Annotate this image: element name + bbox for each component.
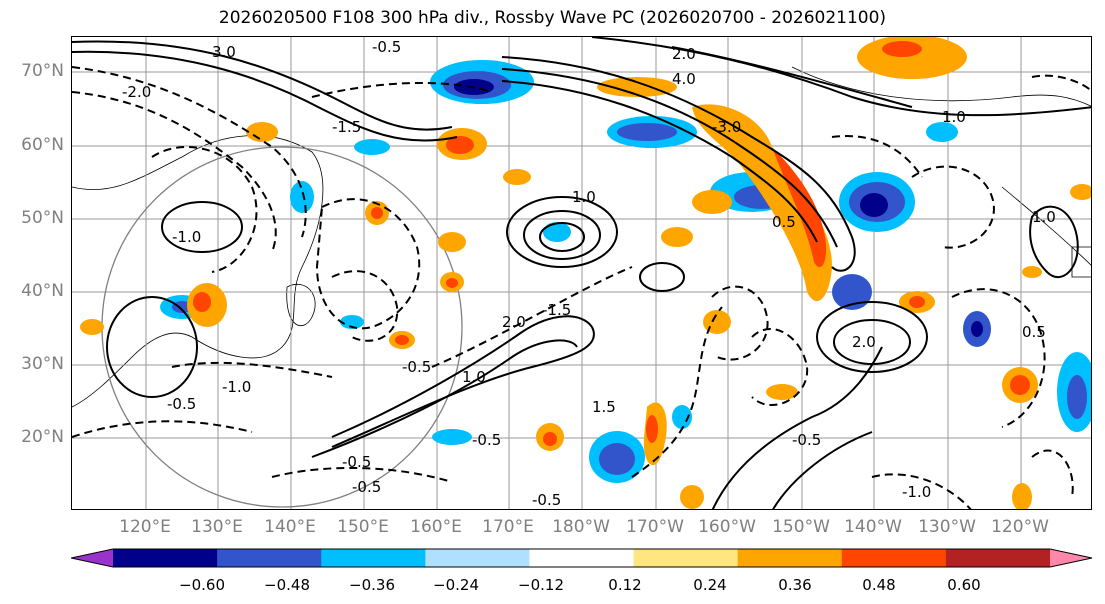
contour-label: 1.5 bbox=[592, 398, 616, 416]
colorbar-segment bbox=[71, 549, 113, 567]
colorbar-tick: 0.12 bbox=[608, 576, 642, 594]
contour-label: 0.5 bbox=[772, 213, 796, 231]
contour-label: -0.5 bbox=[402, 358, 431, 376]
contour-label: 1.0 bbox=[1032, 208, 1056, 226]
lat-label-50n: 50°N bbox=[21, 208, 64, 228]
colorbar-tick: 0.48 bbox=[862, 576, 896, 594]
lon-label-140w: 140°W bbox=[844, 517, 902, 537]
contour-label: 3.0 bbox=[212, 43, 236, 61]
contour-label: 1.0 bbox=[942, 108, 966, 126]
lon-label-120e: 120°E bbox=[119, 517, 171, 537]
contour-label: -0.5 bbox=[352, 478, 381, 496]
colorbar-segment bbox=[321, 549, 426, 567]
contour-label: 0.5 bbox=[1022, 323, 1046, 341]
colorbar bbox=[70, 548, 1095, 572]
lon-label-150w: 150°W bbox=[772, 517, 830, 537]
lon-label-160e: 160°E bbox=[410, 517, 462, 537]
colorbar-segment bbox=[529, 549, 635, 567]
lon-label-170w: 170°W bbox=[626, 517, 684, 537]
colorbar-segment bbox=[1050, 549, 1092, 567]
positive-divergence-blobs bbox=[80, 37, 1091, 509]
contour-label: -3.0 bbox=[712, 118, 741, 136]
contour-label: -1.0 bbox=[902, 483, 931, 501]
lon-label-150e: 150°E bbox=[337, 517, 389, 537]
colorbar-svg bbox=[70, 548, 1093, 568]
contour-label: 1.0 bbox=[462, 368, 486, 386]
colorbar-segment bbox=[425, 549, 530, 567]
colorbar-segment bbox=[633, 549, 739, 567]
lon-label-120w: 120°W bbox=[991, 517, 1049, 537]
contour-label: 4.0 bbox=[672, 70, 696, 88]
contour-label: -1.5 bbox=[542, 301, 571, 319]
lon-label-170e: 170°E bbox=[482, 517, 534, 537]
lat-label-30n: 30°N bbox=[21, 354, 64, 374]
map-canvas: 3.0 2.0 -0.5 -1.0 -2.0 -1.5 -1.0 -0.5 -0… bbox=[72, 37, 1091, 509]
colorbar-tick: −0.12 bbox=[518, 576, 564, 594]
lat-label-40n: 40°N bbox=[21, 281, 64, 301]
contour-label: -0.5 bbox=[532, 491, 561, 509]
lon-label-160w: 160°W bbox=[698, 517, 756, 537]
lon-label-140e: 140°E bbox=[264, 517, 316, 537]
colorbar-tick: 0.36 bbox=[778, 576, 812, 594]
contour-label: -1.0 bbox=[172, 228, 201, 246]
colorbar-segment bbox=[945, 549, 1051, 567]
lat-label-60n: 60°N bbox=[21, 135, 64, 155]
positive-contours bbox=[72, 37, 1091, 509]
contour-label: 1.0 bbox=[572, 188, 596, 206]
colorbar-tick: −0.24 bbox=[433, 576, 479, 594]
colorbar-segment bbox=[737, 549, 843, 567]
lon-label-130w: 130°W bbox=[918, 517, 976, 537]
colorbar-outline bbox=[70, 548, 1093, 568]
contour-labels: 3.0 2.0 -0.5 -1.0 -2.0 -1.5 -1.0 -0.5 -0… bbox=[122, 38, 1056, 509]
map-title: 2026020500 F108 300 hPa div., Rossby Wav… bbox=[218, 8, 887, 28]
contour-label: 2.0 bbox=[502, 313, 526, 331]
colorbar-segment bbox=[113, 549, 218, 567]
colorbar-tick: 0.60 bbox=[947, 576, 981, 594]
contour-label: -0.5 bbox=[342, 453, 371, 471]
colorbar-segment bbox=[841, 549, 947, 567]
negative-contours bbox=[72, 66, 1091, 509]
contour-label: -2.0 bbox=[122, 83, 151, 101]
lon-label-130e: 130°E bbox=[191, 517, 243, 537]
lon-label-180w: 180°W bbox=[552, 517, 610, 537]
lat-label-70n: 70°N bbox=[21, 61, 64, 81]
contour-label: -1.5 bbox=[332, 118, 361, 136]
contour-label: -0.5 bbox=[372, 38, 401, 56]
contour-label: -0.5 bbox=[792, 431, 821, 449]
contour-label: 2.0 bbox=[852, 333, 876, 351]
contour-label: -1.0 bbox=[222, 378, 251, 396]
graticule bbox=[72, 37, 1091, 509]
lat-label-20n: 20°N bbox=[21, 427, 64, 447]
colorbar-tick: −0.48 bbox=[264, 576, 310, 594]
colorbar-tick: −0.36 bbox=[349, 576, 395, 594]
colorbar-tick: 0.24 bbox=[693, 576, 727, 594]
colorbar-segment bbox=[217, 549, 322, 567]
contour-label: -0.5 bbox=[167, 395, 196, 413]
contour-label: -0.5 bbox=[472, 431, 501, 449]
map-panel: 3.0 2.0 -0.5 -1.0 -2.0 -1.5 -1.0 -0.5 -0… bbox=[71, 36, 1092, 510]
range-circle bbox=[101, 146, 463, 508]
contour-label: 2.0 bbox=[672, 45, 696, 63]
colorbar-tick: −0.60 bbox=[179, 576, 225, 594]
